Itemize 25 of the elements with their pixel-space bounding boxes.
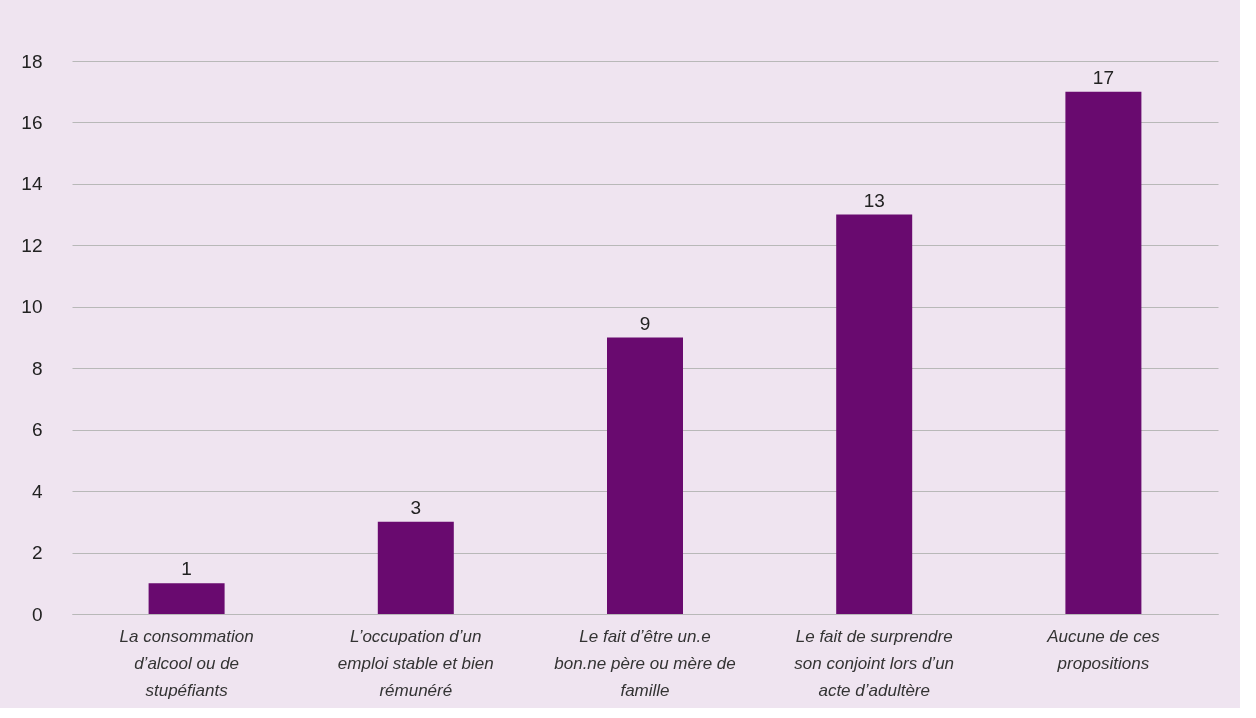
y-tick-label: 10 (21, 296, 43, 318)
x-tick-label: Aucune de ces propositions (1046, 626, 1161, 673)
y-tick-label: 18 (21, 50, 43, 72)
bar (836, 214, 913, 614)
y-tick-label: 0 (31, 603, 43, 625)
y-tick-label: 16 (21, 111, 43, 133)
data-label: 13 (863, 189, 885, 211)
y-tick-label: 2 (31, 542, 43, 564)
data-label: 17 (1092, 66, 1114, 88)
y-tick-label: 14 (21, 173, 43, 195)
data-label: 1 (181, 558, 192, 580)
bar (1065, 91, 1142, 614)
data-label: 9 (639, 312, 651, 334)
bar (607, 337, 683, 614)
bar (377, 521, 454, 614)
y-tick-label: 6 (31, 419, 43, 441)
data-label: 3 (410, 496, 422, 518)
y-tick-label: 8 (31, 357, 43, 379)
y-tick-label: 4 (31, 480, 43, 502)
x-tick-label: La consommation d’alcool ou de stupéfiants (119, 626, 254, 700)
y-tick-label: 12 (21, 234, 43, 256)
bar (148, 583, 225, 614)
x-tick-label: Le fait de surprendre son conjoint lors d’un acte d’adultère (794, 626, 955, 700)
x-tick-label: Le fait d’être un.e bon.ne père ou mère de famille (554, 626, 736, 700)
x-tick-label: L’occupation d’un emploi stable et bien rémunéré (337, 626, 494, 700)
